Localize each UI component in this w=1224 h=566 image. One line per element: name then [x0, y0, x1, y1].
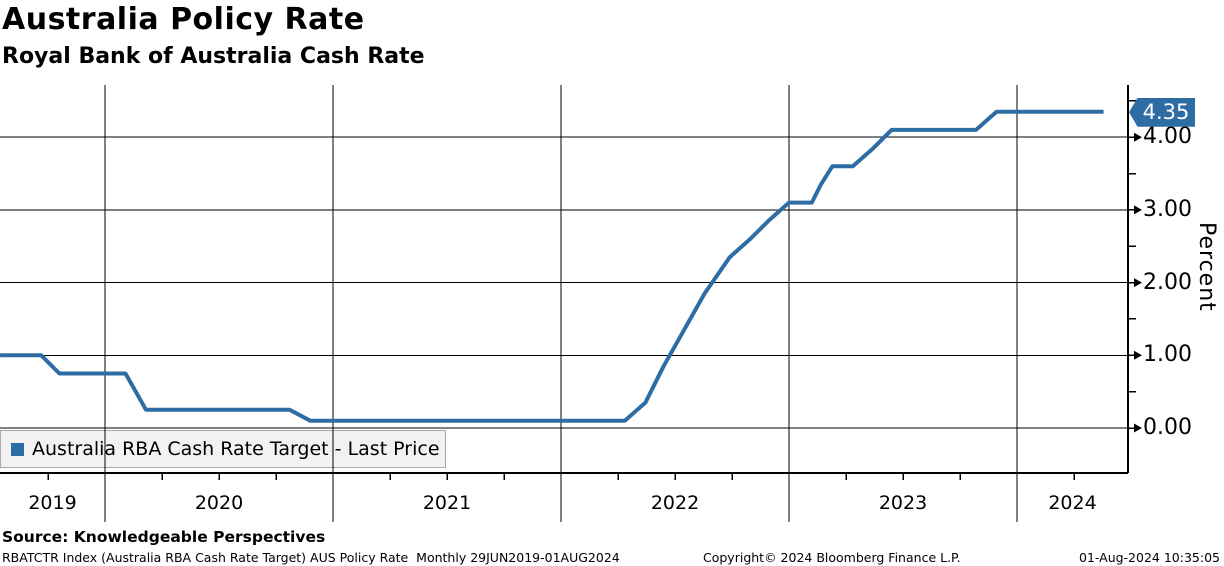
legend-item[interactable]: Australia RBA Cash Rate Target - Last Pr… — [0, 430, 446, 468]
x-year-label-2019: 2019 — [28, 492, 77, 514]
ticker-meta-line: RBATCTR Index (Australia RBA Cash Rate T… — [2, 550, 620, 565]
legend-label: Australia RBA Cash Rate Target - Last Pr… — [32, 438, 440, 460]
y-tick-label: 0.00 — [1143, 415, 1192, 440]
copyright-line: Copyright© 2024 Bloomberg Finance L.P. — [703, 550, 961, 565]
y-tick-arrow-icon — [1134, 423, 1142, 433]
y-tick-label: 4.00 — [1143, 124, 1192, 150]
source-line: Source: Knowledgeable Perspectives — [2, 528, 326, 546]
y-axis-title: Percent — [1194, 222, 1219, 312]
page-title: Australia Policy Rate — [2, 2, 365, 37]
x-year-label-2021: 2021 — [422, 492, 472, 514]
y-tick-label: 1.00 — [1143, 342, 1192, 368]
page-subtitle: Royal Bank of Australia Cash Rate — [2, 44, 425, 69]
y-tick-label: 3.00 — [1143, 196, 1192, 222]
x-year-label-2024: 2024 — [1048, 492, 1097, 514]
y-tick-arrow-icon — [1134, 205, 1142, 215]
y-tick-arrow-icon — [1134, 132, 1142, 142]
legend-swatch-icon — [11, 442, 24, 456]
rate-line-series — [0, 109, 1104, 423]
x-year-label-2023: 2023 — [878, 492, 928, 514]
y-tick-arrow-icon — [1134, 278, 1142, 288]
x-year-label-2020: 2020 — [194, 492, 244, 514]
last-price-value: 4.35 — [1142, 99, 1190, 124]
last-price-tag: 4.35 — [1129, 97, 1195, 127]
x-year-label-2022: 2022 — [650, 492, 700, 514]
y-tick-label: 2.00 — [1143, 269, 1192, 295]
timestamp: 01-Aug-2024 10:35:05 — [1079, 550, 1220, 565]
y-tick-arrow-icon — [1134, 350, 1142, 360]
